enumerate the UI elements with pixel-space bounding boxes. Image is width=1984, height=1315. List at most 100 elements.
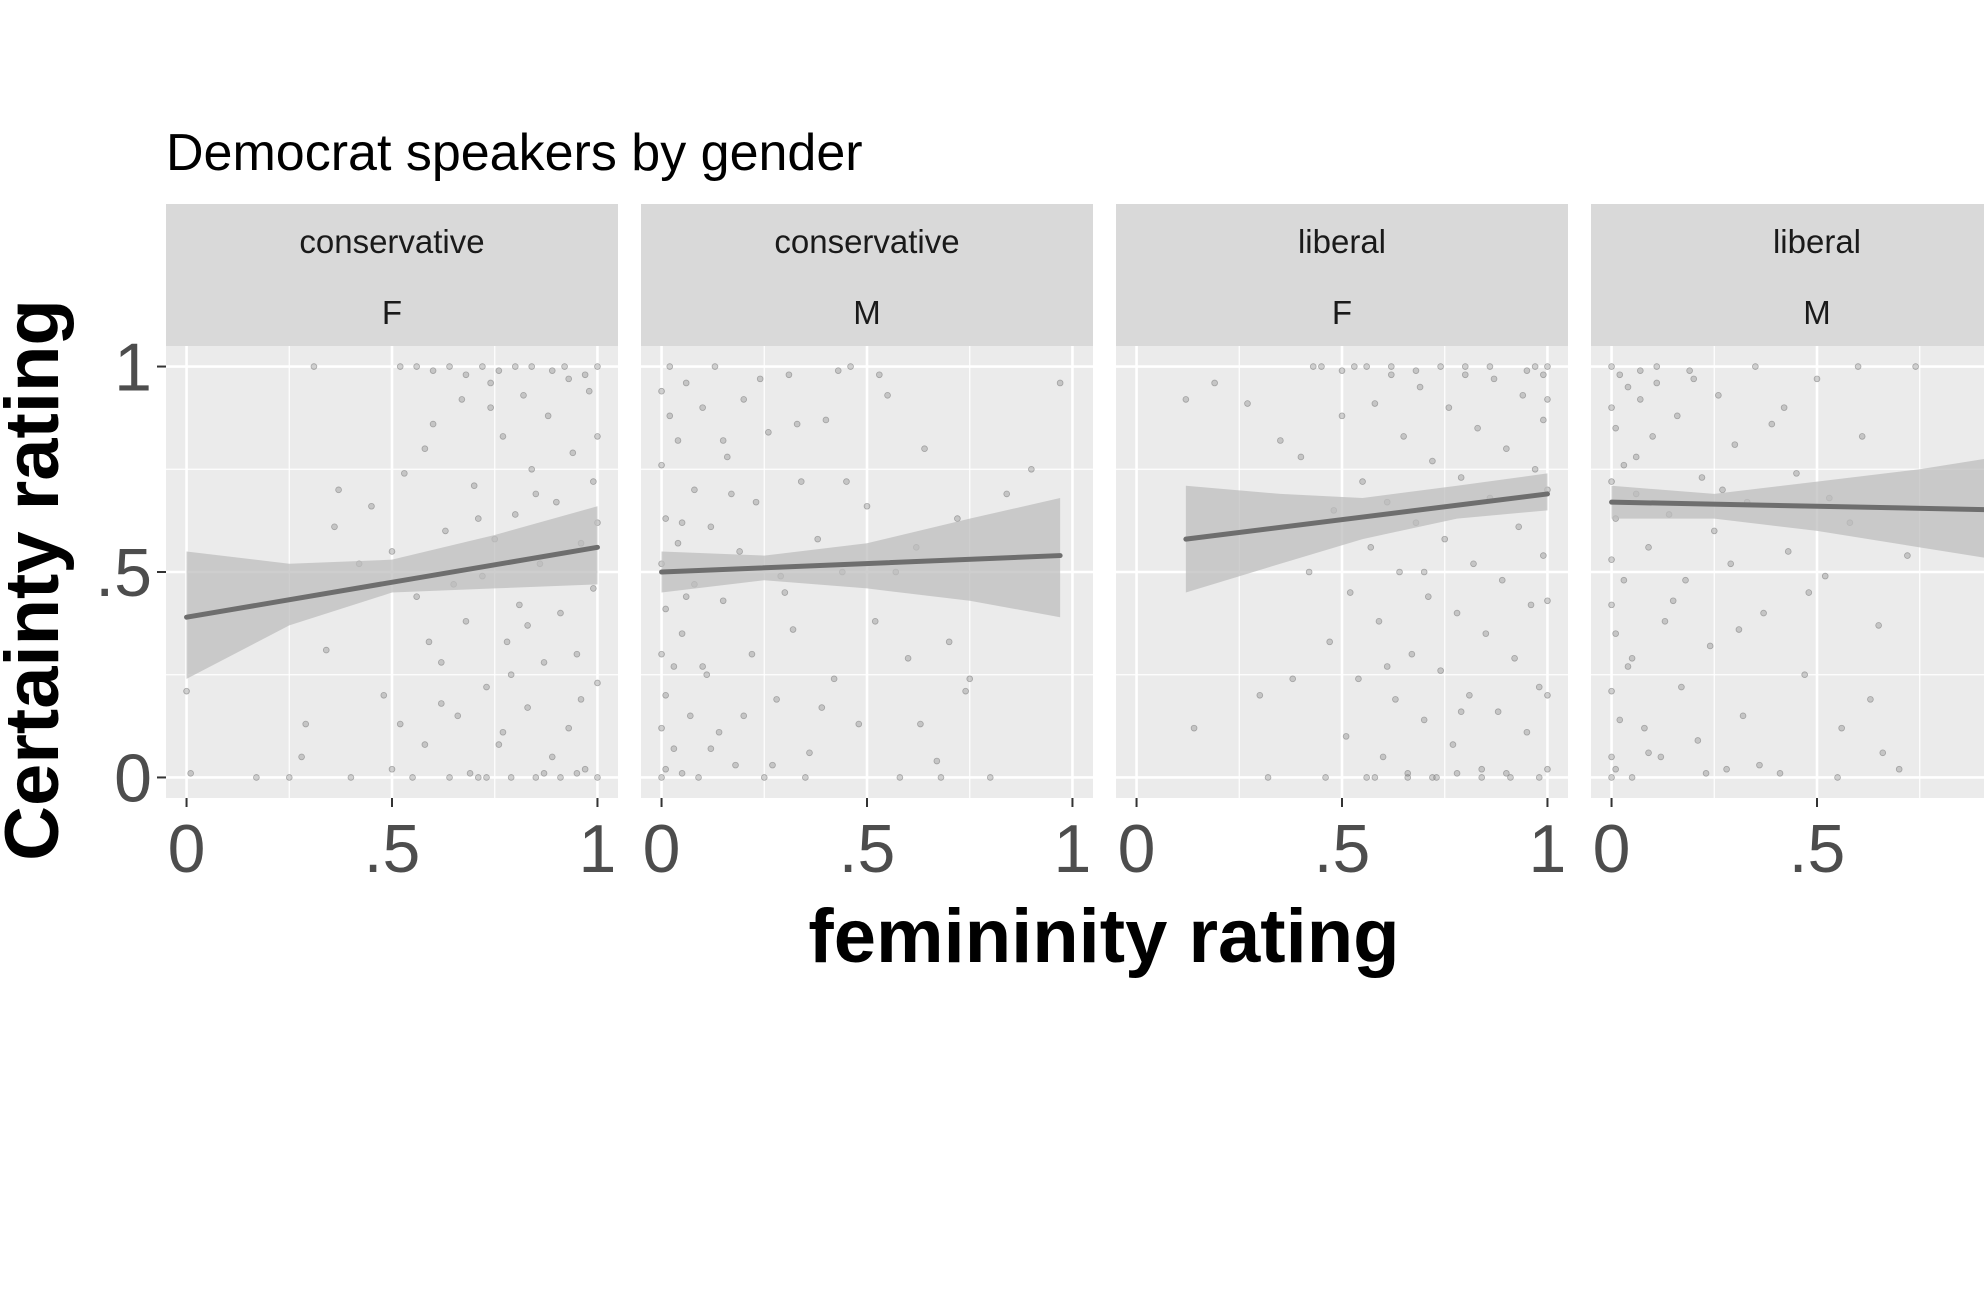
data-point bbox=[740, 396, 748, 403]
data-point bbox=[781, 589, 789, 596]
facet-panel: liberal F 0 .5 1 bbox=[1116, 204, 1568, 887]
data-point bbox=[1371, 400, 1379, 407]
data-point bbox=[1527, 601, 1535, 609]
data-point bbox=[674, 539, 682, 547]
data-point bbox=[876, 371, 883, 379]
data-point bbox=[818, 704, 826, 711]
data-point bbox=[1211, 379, 1218, 387]
facet-strip-label-bottom: M bbox=[1803, 294, 1831, 331]
data-point bbox=[1416, 383, 1424, 391]
data-point bbox=[1637, 396, 1644, 403]
data-point bbox=[658, 461, 665, 469]
data-point bbox=[1616, 371, 1624, 379]
data-point bbox=[719, 597, 727, 605]
data-point bbox=[773, 696, 780, 703]
data-point bbox=[1867, 696, 1874, 703]
data-point bbox=[707, 745, 715, 752]
confidence-ribbon bbox=[661, 498, 1061, 618]
data-point bbox=[1735, 626, 1743, 633]
data-point bbox=[1461, 363, 1469, 370]
data-point bbox=[1338, 367, 1346, 374]
data-point bbox=[1608, 556, 1615, 563]
data-point bbox=[1256, 691, 1264, 699]
data-point bbox=[1723, 765, 1730, 773]
data-point bbox=[396, 720, 404, 728]
data-point bbox=[1367, 544, 1375, 551]
facet-panel: conservative F 0 .5 1 0 .5 1 bbox=[95, 204, 618, 887]
data-point bbox=[302, 720, 310, 728]
facet-panel: conservative M 0 .5 1 bbox=[641, 204, 1093, 887]
data-point bbox=[1854, 363, 1862, 370]
data-point bbox=[1813, 375, 1821, 383]
data-point bbox=[855, 720, 863, 728]
data-point bbox=[1535, 683, 1543, 691]
data-point bbox=[1801, 671, 1808, 679]
data-point bbox=[1523, 728, 1531, 736]
data-point bbox=[1182, 396, 1190, 403]
data-point bbox=[1858, 433, 1866, 440]
data-point bbox=[487, 404, 494, 411]
data-point bbox=[532, 490, 540, 498]
data-point bbox=[921, 445, 928, 453]
y-axis-title: Certainty rating bbox=[0, 299, 75, 861]
data-point bbox=[1612, 765, 1619, 773]
data-point bbox=[1544, 396, 1551, 403]
data-point bbox=[1682, 576, 1689, 584]
data-point bbox=[1457, 708, 1465, 716]
data-point bbox=[1466, 691, 1473, 699]
data-point bbox=[732, 761, 739, 769]
data-point bbox=[658, 387, 665, 395]
data-point bbox=[719, 437, 727, 444]
confidence-ribbon bbox=[186, 506, 598, 679]
data-point bbox=[1400, 433, 1407, 440]
data-point bbox=[678, 770, 686, 777]
data-point bbox=[524, 622, 531, 629]
facet-strip-label-top: liberal bbox=[1773, 223, 1861, 260]
facet-strip-label-bottom: F bbox=[1332, 294, 1352, 331]
data-point bbox=[446, 363, 453, 370]
data-point bbox=[1752, 363, 1759, 370]
data-point bbox=[1637, 367, 1644, 374]
data-point bbox=[1457, 474, 1465, 481]
data-point bbox=[1875, 622, 1882, 629]
data-point bbox=[388, 548, 396, 555]
data-point bbox=[703, 671, 711, 679]
data-point bbox=[945, 638, 953, 646]
data-point bbox=[937, 774, 945, 781]
data-point bbox=[1544, 691, 1551, 699]
data-point bbox=[1346, 589, 1354, 596]
data-point bbox=[707, 523, 715, 531]
data-point bbox=[1478, 765, 1486, 773]
data-point bbox=[1420, 568, 1428, 576]
data-point bbox=[1498, 576, 1506, 584]
data-point bbox=[1396, 568, 1403, 576]
data-point bbox=[699, 663, 706, 670]
y-tick-label: .5 bbox=[95, 535, 152, 611]
data-point bbox=[557, 609, 564, 617]
data-point bbox=[1003, 490, 1011, 498]
data-point bbox=[1544, 597, 1551, 605]
data-point bbox=[594, 433, 601, 440]
data-point bbox=[1363, 363, 1370, 370]
data-point bbox=[1429, 457, 1436, 465]
data-point bbox=[1453, 609, 1461, 617]
data-point bbox=[917, 720, 924, 728]
data-point bbox=[678, 630, 686, 637]
data-point bbox=[1190, 724, 1198, 732]
data-point bbox=[462, 371, 470, 379]
data-point bbox=[1912, 363, 1919, 370]
facet-strip bbox=[1116, 204, 1568, 346]
data-point bbox=[1338, 412, 1346, 420]
data-point bbox=[1322, 774, 1329, 781]
data-point bbox=[1503, 445, 1510, 453]
data-point bbox=[553, 498, 560, 506]
data-point bbox=[1739, 712, 1747, 720]
facet-strip-label-top: conservative bbox=[774, 223, 959, 260]
data-point bbox=[863, 502, 871, 510]
data-point bbox=[1531, 465, 1539, 473]
data-point bbox=[954, 515, 961, 522]
data-point bbox=[1673, 412, 1681, 420]
data-point bbox=[458, 396, 466, 403]
